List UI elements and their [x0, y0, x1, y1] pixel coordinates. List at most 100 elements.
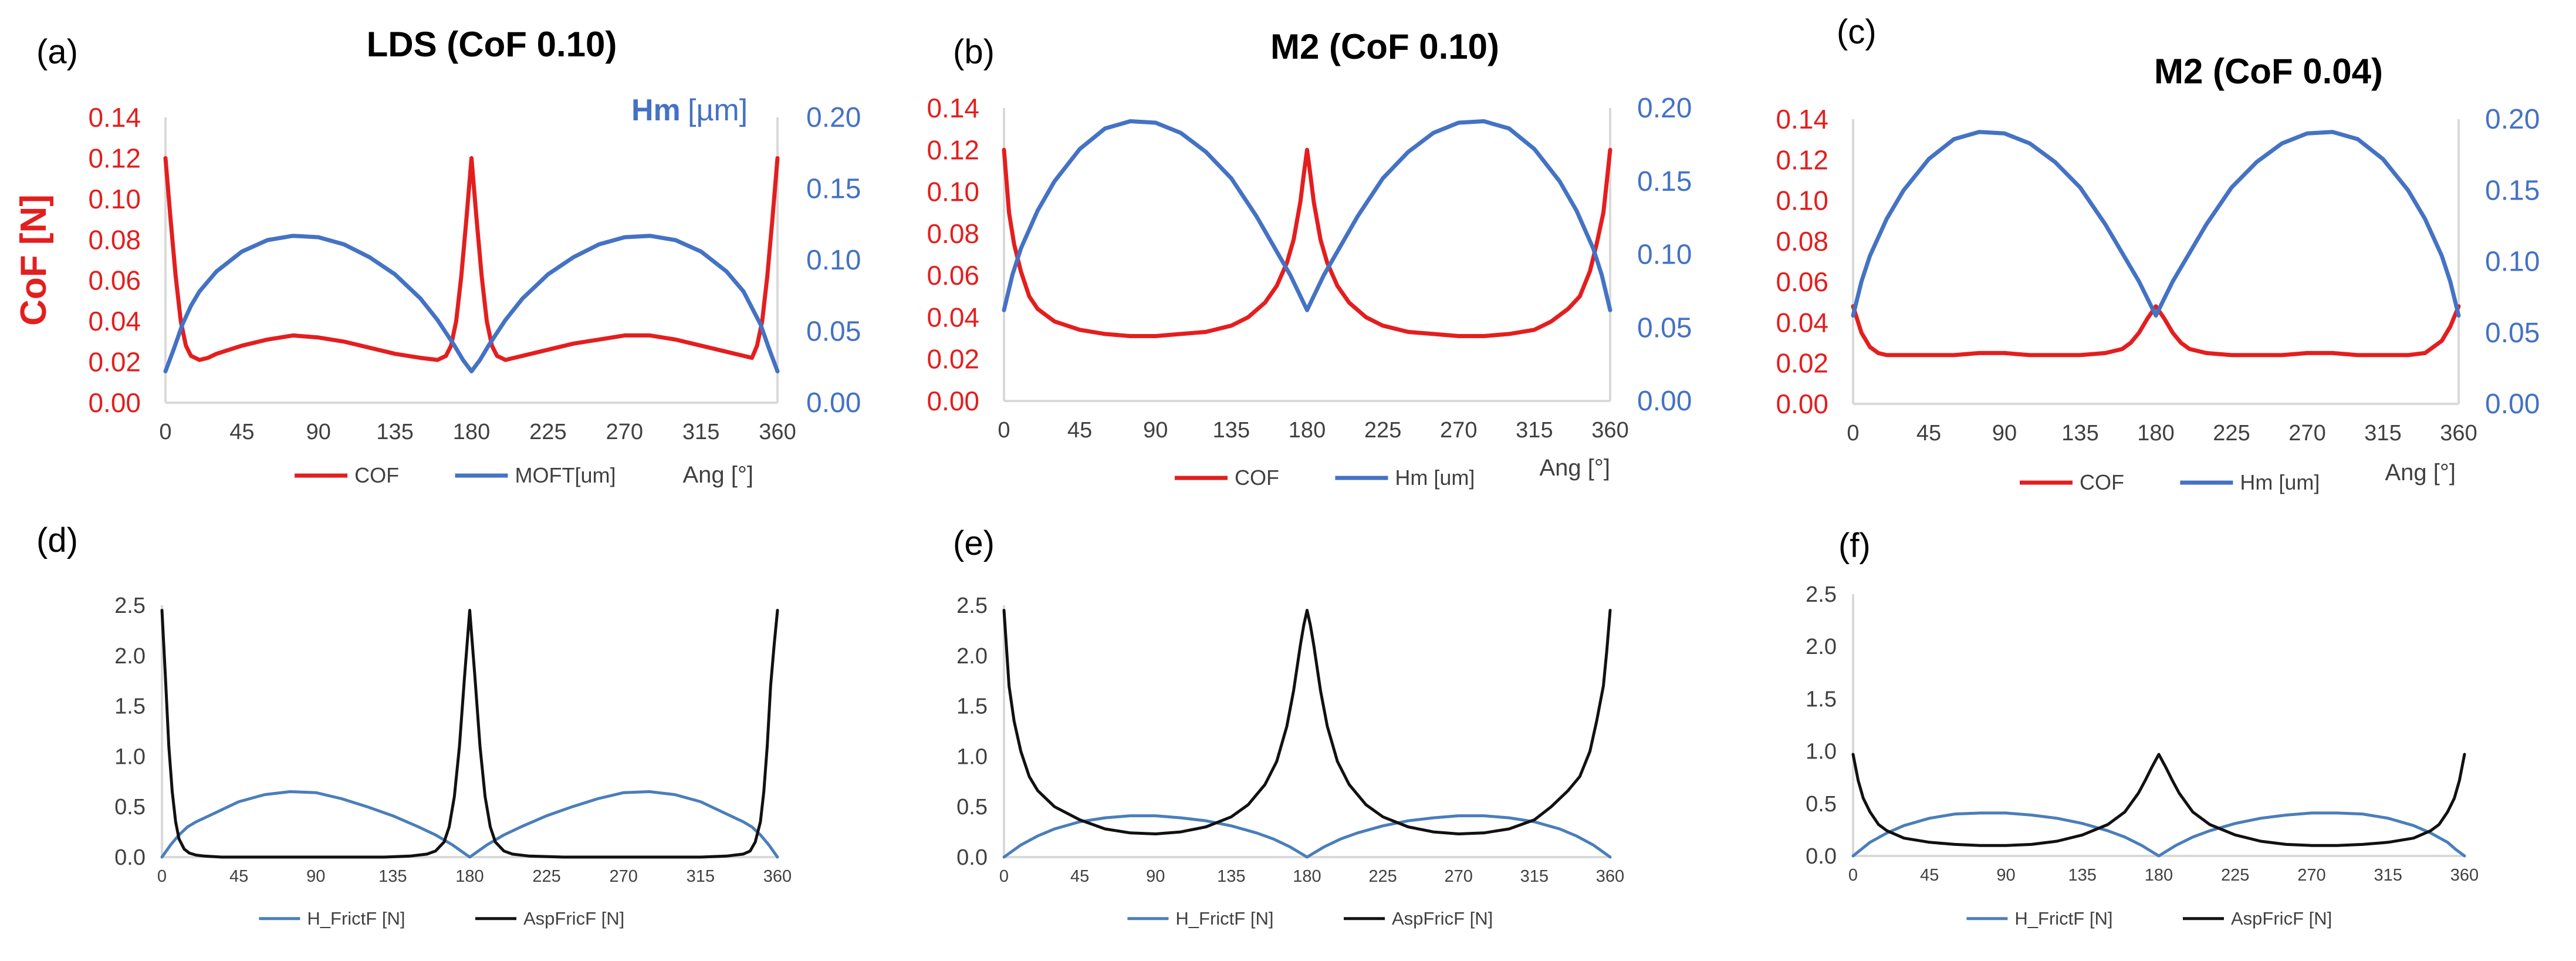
x-tick-label: 360	[1596, 867, 1624, 886]
legend-label: AspFricF [N]	[1392, 908, 1493, 929]
chart-title: LDS (CoF 0.10)	[367, 25, 617, 64]
x-tick-label: 225	[532, 867, 560, 886]
y-tick-label: 0.10	[1776, 186, 1828, 216]
series-line-hm-um-	[1851, 130, 2461, 318]
panel-label: (b)	[953, 33, 995, 71]
x-tick-label: 270	[1445, 867, 1473, 886]
panel-label: (a)	[36, 33, 78, 71]
panel-a: (a) LDS (CoF 0.10) 0 45 90 135 180 225 270 315 360…	[13, 25, 861, 488]
x-tick-label: 180	[455, 867, 484, 886]
x-tick-label: 135	[378, 867, 407, 886]
x-tick-label: 270	[1440, 418, 1477, 443]
y2-tick-label: 0.15	[806, 174, 861, 205]
chart-title: M2 (CoF 0.04)	[2154, 52, 2383, 91]
legend-label: H_FrictF [N]	[307, 908, 405, 929]
x-tick-label: 0	[159, 420, 171, 444]
y-tick-label: 0.02	[88, 347, 141, 377]
y-tick-label: 0.12	[927, 134, 979, 165]
y-tick-label: 2.5	[114, 594, 146, 618]
legend-label: AspFricF [N]	[523, 908, 624, 929]
y-tick-label: 2.0	[114, 644, 146, 669]
x-tick-label: 135	[1213, 418, 1250, 443]
y-tick-label: 0.08	[88, 224, 141, 255]
x-tick-label: 270	[610, 867, 638, 886]
y-tick-label: 1.5	[114, 694, 146, 719]
y-tick-label: 0.0	[956, 845, 988, 870]
x-tick-label: 180	[2145, 866, 2173, 885]
x-tick-label: 315	[1520, 867, 1549, 886]
x-tick-label: 270	[606, 420, 643, 444]
y2-axis-label: Hm	[631, 93, 681, 127]
y2-tick-label: 0.00	[2485, 389, 2540, 420]
x-tick-label: 135	[1217, 867, 1245, 886]
x-tick-label: 360	[1591, 418, 1628, 443]
y-tick-label: 2.5	[1806, 582, 1837, 607]
legend-label: COF	[2080, 470, 2124, 494]
series-line-aspfricf-n-	[1851, 753, 2466, 847]
y-tick-label: 0.00	[1776, 389, 1828, 419]
x-tick-label: 90	[1996, 866, 2015, 885]
legend-label: Hm [um]	[1395, 466, 1475, 490]
x-axis-label: Ang [°]	[1539, 455, 1610, 481]
panel-f: (f) 0 45 90 135 180 225 270 315 360 0.0 0.5 1.0 1.5 2.…	[1806, 527, 2479, 929]
y-tick-label: 2.0	[1806, 635, 1837, 659]
y-tick-label: 1.0	[1806, 740, 1837, 764]
y-tick-label: 0.06	[1776, 267, 1828, 297]
y-tick-label: 0.08	[1776, 226, 1828, 257]
y-tick-label: 0.10	[927, 177, 979, 207]
x-tick-label: 315	[2374, 866, 2402, 885]
panel-label: (c)	[1837, 13, 1877, 51]
x-tick-label: 45	[1070, 867, 1089, 886]
x-tick-label: 90	[1146, 867, 1165, 886]
series-line-h-frictf-n-	[1851, 811, 2466, 858]
y2-tick-label: 0.15	[2485, 175, 2540, 206]
x-tick-label: 180	[1293, 867, 1321, 886]
y-tick-label: 0.5	[956, 795, 988, 820]
y-tick-label: 0.10	[88, 184, 141, 214]
y2-tick-label: 0.05	[806, 316, 861, 348]
y-axis-label: CoF [N]	[13, 194, 54, 326]
series-line-cof	[1851, 304, 2461, 358]
x-tick-label: 135	[376, 420, 413, 444]
y2-tick-label: 0.05	[2485, 318, 2540, 349]
x-tick-label: 360	[2450, 866, 2479, 885]
panel-e: (e) 0 45 90 135 180 225 270 315 360 0.0 0.5 1.0 1.5 2.…	[953, 524, 1624, 929]
y2-tick-label: 0.00	[1637, 386, 1692, 417]
y-tick-label: 0.00	[88, 387, 141, 418]
x-tick-label: 315	[682, 420, 719, 444]
y-tick-label: 0.04	[927, 302, 979, 332]
y-tick-label: 0.02	[927, 344, 979, 375]
series-line-hm-um-	[1002, 119, 1612, 312]
x-tick-label: 90	[306, 867, 325, 886]
series-line-h-frictf-n-	[1002, 814, 1612, 859]
y2-axis-unit: [µm]	[688, 93, 748, 127]
y2-tick-label: 0.20	[806, 102, 861, 133]
x-axis-label: Ang [°]	[682, 462, 753, 488]
series-line-aspfricf-n-	[1002, 609, 1612, 835]
y-tick-label: 0.04	[88, 306, 141, 336]
panel-c: (c) M2 (CoF 0.04) 0 45 90 135 180 225 270 315 360 0…	[1776, 13, 2540, 494]
x-tick-label: 90	[1143, 418, 1168, 443]
y-tick-label: 0.00	[927, 386, 979, 416]
y-tick-label: 0.0	[114, 845, 146, 870]
y-tick-label: 0.14	[1776, 104, 1828, 134]
x-tick-label: 360	[759, 420, 796, 444]
x-tick-label: 135	[2061, 421, 2098, 446]
y-tick-label: 0.06	[88, 265, 141, 296]
x-tick-label: 225	[2221, 866, 2249, 885]
panel-label: (d)	[36, 521, 78, 559]
y-tick-label: 1.5	[956, 694, 988, 719]
legend-label: H_FrictF [N]	[2014, 908, 2112, 929]
x-tick-label: 360	[2440, 421, 2477, 446]
y-tick-label: 0.12	[88, 143, 141, 173]
x-tick-label: 0	[157, 867, 167, 886]
y-tick-label: 2.5	[956, 594, 988, 618]
y-tick-label: 1.5	[1806, 687, 1837, 712]
x-tick-label: 0	[999, 867, 1009, 886]
x-axis-label: Ang [°]	[2385, 460, 2456, 485]
x-tick-label: 225	[2213, 421, 2250, 446]
y-tick-label: 0.14	[927, 93, 979, 123]
y-tick-label: 2.0	[956, 644, 988, 669]
y2-tick-label: 0.10	[1637, 240, 1692, 271]
